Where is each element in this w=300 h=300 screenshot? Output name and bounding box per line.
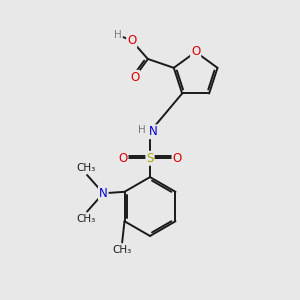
Text: O: O	[118, 152, 128, 165]
Text: S: S	[146, 152, 154, 165]
Text: H: H	[138, 125, 146, 135]
Text: O: O	[130, 71, 139, 84]
Text: O: O	[127, 34, 136, 47]
Text: CH₃: CH₃	[76, 214, 95, 224]
Text: N: N	[99, 187, 108, 200]
Text: CH₃: CH₃	[76, 163, 95, 173]
Text: H: H	[114, 30, 122, 40]
Text: O: O	[172, 152, 182, 165]
Text: N: N	[149, 125, 158, 138]
Text: CH₃: CH₃	[112, 245, 132, 255]
Text: O: O	[191, 45, 200, 58]
